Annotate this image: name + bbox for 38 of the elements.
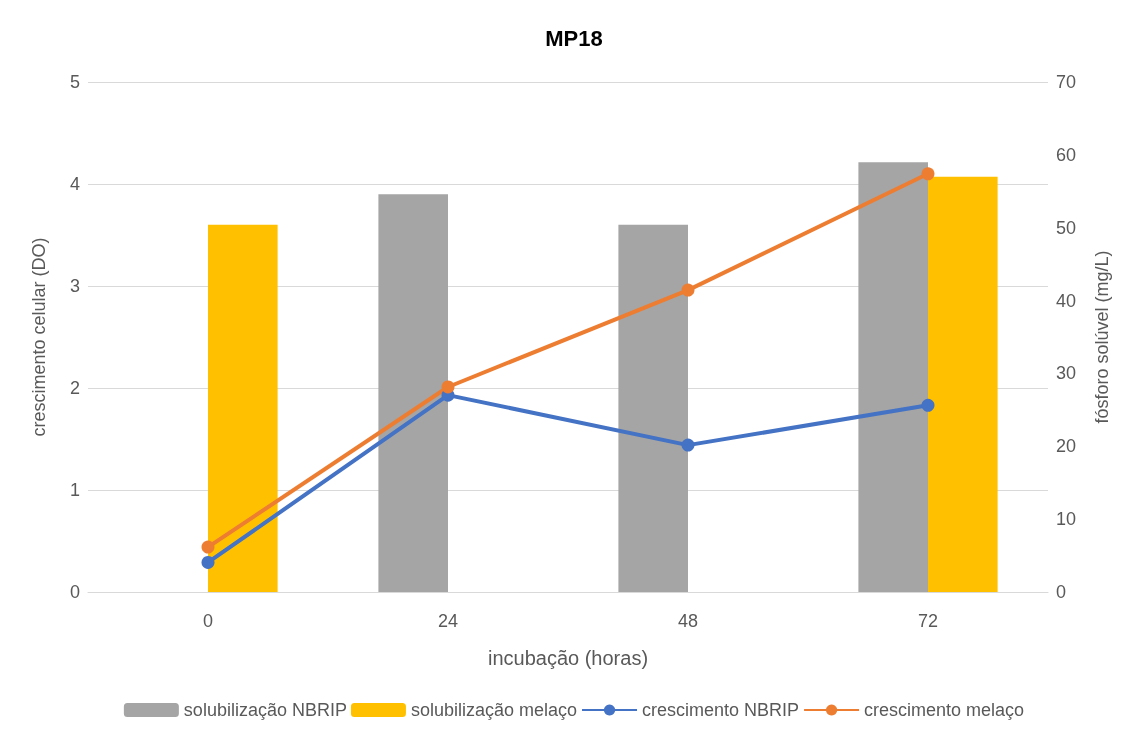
point <box>681 438 695 452</box>
y2-tick-label: 50 <box>1056 217 1077 238</box>
bar <box>618 224 688 592</box>
x-tick-label: 24 <box>437 611 459 631</box>
bar <box>378 194 448 592</box>
y2-tick-label: 30 <box>1056 363 1077 384</box>
point <box>681 283 695 297</box>
point <box>201 540 215 554</box>
y2-tick-label: 20 <box>1056 436 1077 457</box>
y-tick-label: 4 <box>69 174 80 194</box>
point <box>201 555 215 569</box>
x-tick-label: 48 <box>677 611 699 631</box>
y2-axis-title: fósforo solúvel (mg/L) <box>1092 250 1112 424</box>
y-tick-label: 1 <box>69 480 80 500</box>
bar <box>858 162 928 592</box>
y-tick-label: 3 <box>69 276 80 296</box>
legend-label: crescimento NBRIP <box>642 700 800 720</box>
bar <box>928 176 998 592</box>
y2-tick-label: 40 <box>1056 290 1077 311</box>
point <box>921 398 935 412</box>
x-tick-label: 72 <box>917 611 939 631</box>
point <box>441 380 455 394</box>
y2-tick-label: 70 <box>1056 72 1077 92</box>
legend-label: crescimento melaço <box>864 700 1025 720</box>
y-tick-label: 5 <box>69 72 80 92</box>
legend-label: solubilização NBRIP <box>183 700 347 720</box>
bar <box>208 224 278 592</box>
y2-tick-label: 10 <box>1056 509 1077 530</box>
y-tick-label: 2 <box>69 378 80 398</box>
y-axis-title: crescimento celular (DO) <box>29 237 49 437</box>
y2-tick-label: 0 <box>1056 582 1067 602</box>
point <box>921 167 935 181</box>
chart-title: MP18 <box>545 25 603 51</box>
x-axis-title: incubação (horas) <box>487 647 649 669</box>
x-tick-label: 0 <box>202 611 214 631</box>
y2-tick-label: 60 <box>1056 144 1077 165</box>
y-tick-label: 0 <box>69 582 80 602</box>
legend-label: solubilização melaço <box>410 700 578 720</box>
